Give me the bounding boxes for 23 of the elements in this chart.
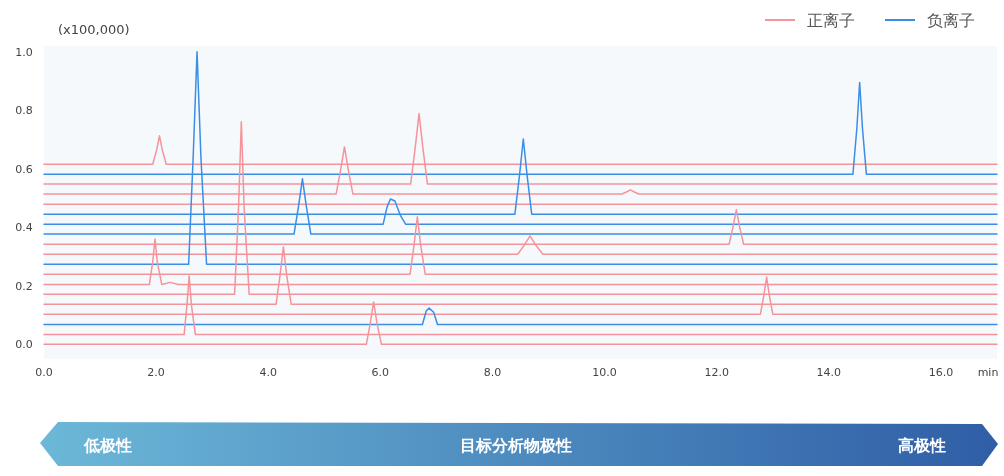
x-tick-label: 12.0 — [704, 366, 729, 379]
x-axis-title: min — [977, 366, 999, 379]
x-tick-label: 14.0 — [816, 366, 842, 379]
x-tick-label: 2.0 — [147, 366, 165, 379]
text: 高极性 — [898, 436, 946, 455]
text: 目标分析物极性 — [460, 436, 572, 455]
line-series — [43, 307, 998, 326]
y-tick-label: 0.8 — [15, 104, 33, 118]
x-tick-label: 6.0 — [371, 366, 390, 379]
legend-label: 正离子 — [807, 11, 855, 30]
y-axis-title: (x100,000) — [58, 22, 130, 37]
x-tick-label: 4.0 — [259, 366, 277, 379]
x-tick-label: 8.0 — [483, 366, 502, 379]
y-tick-label: 0.2 — [15, 279, 33, 293]
x-tick-label: 0.0 — [35, 366, 53, 379]
x-tick-label: 10.0 — [592, 366, 617, 379]
y-tick-label: 1.0 — [15, 45, 33, 59]
y-tick-label: 0.6 — [15, 162, 33, 176]
text: 低极性 — [83, 436, 132, 455]
y-tick-label: 0.0 — [15, 338, 33, 352]
x-tick-label: 16.0 — [928, 366, 954, 379]
legend-label: 负离子 — [927, 11, 975, 30]
y-tick-label: 0.4 — [15, 221, 33, 235]
